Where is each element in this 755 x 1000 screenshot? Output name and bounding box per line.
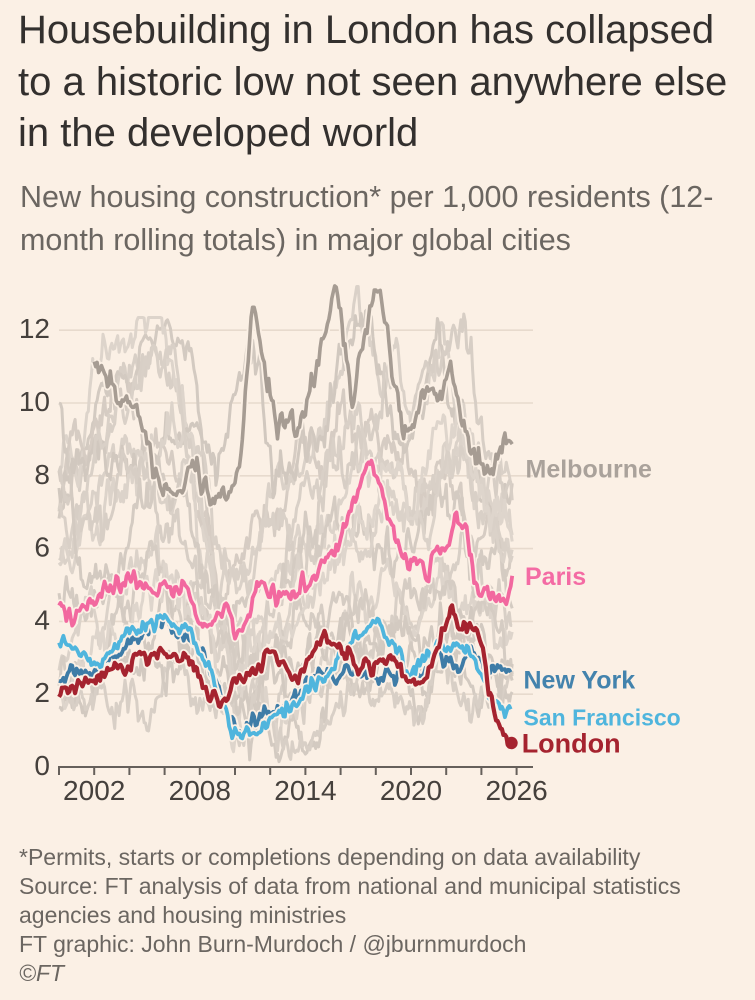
svg-text:0: 0 bbox=[34, 750, 50, 781]
svg-text:2014: 2014 bbox=[274, 775, 336, 806]
svg-text:2026: 2026 bbox=[485, 775, 547, 806]
svg-text:12: 12 bbox=[19, 313, 50, 344]
svg-text:Melbourne: Melbourne bbox=[526, 456, 652, 484]
svg-text:6: 6 bbox=[34, 532, 50, 563]
svg-text:New York: New York bbox=[524, 667, 636, 695]
svg-text:San Francisco: San Francisco bbox=[524, 705, 681, 731]
svg-text:10: 10 bbox=[19, 386, 50, 417]
svg-text:2008: 2008 bbox=[169, 775, 231, 806]
svg-text:8: 8 bbox=[34, 459, 50, 490]
svg-text:2002: 2002 bbox=[63, 775, 125, 806]
svg-text:2020: 2020 bbox=[380, 775, 442, 806]
svg-text:London: London bbox=[522, 729, 621, 759]
svg-text:4: 4 bbox=[34, 604, 50, 635]
svg-text:Paris: Paris bbox=[525, 563, 586, 591]
svg-text:2: 2 bbox=[34, 677, 50, 708]
